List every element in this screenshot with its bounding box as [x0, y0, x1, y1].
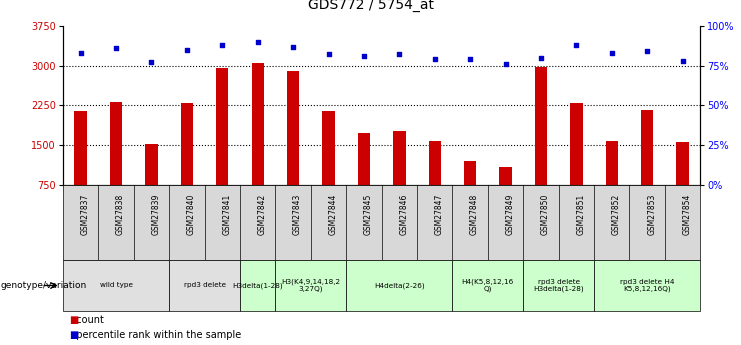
- Point: [216, 42, 228, 48]
- Point: [677, 58, 688, 63]
- Bar: [169, 260, 240, 310]
- Text: H3(K4,9,14,18,2
3,27Q): H3(K4,9,14,18,2 3,27Q): [282, 278, 340, 293]
- Bar: [677, 142, 688, 185]
- Text: GSM27849: GSM27849: [505, 194, 514, 235]
- Bar: [453, 260, 523, 310]
- Text: count: count: [70, 315, 104, 325]
- Point: [75, 50, 87, 56]
- Text: GSM27840: GSM27840: [187, 194, 196, 235]
- Text: rpd3 delete: rpd3 delete: [184, 283, 226, 288]
- Point: [464, 57, 476, 62]
- Text: GSM27838: GSM27838: [116, 194, 125, 235]
- Text: H3delta(1-28): H3delta(1-28): [233, 282, 283, 289]
- Text: H4delta(2-26): H4delta(2-26): [374, 282, 425, 289]
- Bar: [570, 102, 582, 185]
- Text: GSM27847: GSM27847: [435, 194, 444, 235]
- Point: [393, 52, 405, 57]
- Bar: [594, 260, 700, 310]
- Bar: [216, 68, 228, 185]
- Point: [288, 44, 299, 49]
- Text: wild type: wild type: [99, 283, 133, 288]
- Bar: [523, 260, 594, 310]
- Text: GSM27839: GSM27839: [151, 194, 161, 235]
- Bar: [535, 67, 547, 185]
- Text: GSM27852: GSM27852: [612, 194, 621, 235]
- Point: [358, 53, 370, 59]
- Point: [181, 47, 193, 52]
- Text: GSM27837: GSM27837: [81, 194, 90, 235]
- Point: [322, 52, 334, 57]
- Bar: [358, 133, 370, 185]
- Text: GSM27846: GSM27846: [399, 194, 408, 235]
- Bar: [641, 110, 654, 185]
- Text: GSM27841: GSM27841: [222, 194, 231, 235]
- Point: [606, 50, 618, 56]
- Text: GSM27851: GSM27851: [576, 194, 585, 235]
- Point: [145, 60, 157, 65]
- Point: [429, 57, 441, 62]
- Text: ■: ■: [69, 315, 78, 325]
- Point: [641, 49, 653, 54]
- Point: [535, 55, 547, 60]
- Point: [252, 39, 264, 45]
- Text: GSM27854: GSM27854: [682, 194, 691, 235]
- Bar: [75, 110, 87, 185]
- Text: GSM27845: GSM27845: [364, 194, 373, 235]
- Bar: [251, 63, 264, 185]
- Bar: [346, 260, 453, 310]
- Bar: [181, 102, 193, 185]
- Bar: [499, 167, 512, 185]
- Bar: [322, 110, 335, 185]
- Text: rpd3 delete H4
K5,8,12,16Q): rpd3 delete H4 K5,8,12,16Q): [620, 279, 674, 292]
- Bar: [605, 141, 618, 185]
- Text: rpd3 delete
H3delta(1-28): rpd3 delete H3delta(1-28): [534, 279, 584, 292]
- Point: [499, 61, 511, 67]
- Bar: [145, 144, 158, 185]
- Text: GSM27844: GSM27844: [328, 194, 337, 235]
- Text: percentile rank within the sample: percentile rank within the sample: [70, 331, 242, 340]
- Bar: [240, 260, 276, 310]
- Point: [110, 45, 122, 51]
- Bar: [110, 101, 122, 185]
- Text: GSM27853: GSM27853: [647, 194, 656, 235]
- Bar: [63, 260, 169, 310]
- Text: ■: ■: [69, 331, 78, 340]
- Text: GSM27843: GSM27843: [293, 194, 302, 235]
- Text: GSM27850: GSM27850: [541, 194, 550, 235]
- Bar: [464, 161, 476, 185]
- Text: H4(K5,8,12,16
Q): H4(K5,8,12,16 Q): [462, 278, 514, 293]
- Text: GDS772 / 5754_at: GDS772 / 5754_at: [308, 0, 433, 12]
- Bar: [287, 71, 299, 185]
- Bar: [276, 260, 346, 310]
- Text: genotype/variation: genotype/variation: [1, 281, 87, 290]
- Bar: [393, 131, 405, 185]
- Bar: [428, 141, 441, 185]
- Point: [571, 42, 582, 48]
- Text: GSM27842: GSM27842: [258, 194, 267, 235]
- Text: GSM27848: GSM27848: [470, 194, 479, 235]
